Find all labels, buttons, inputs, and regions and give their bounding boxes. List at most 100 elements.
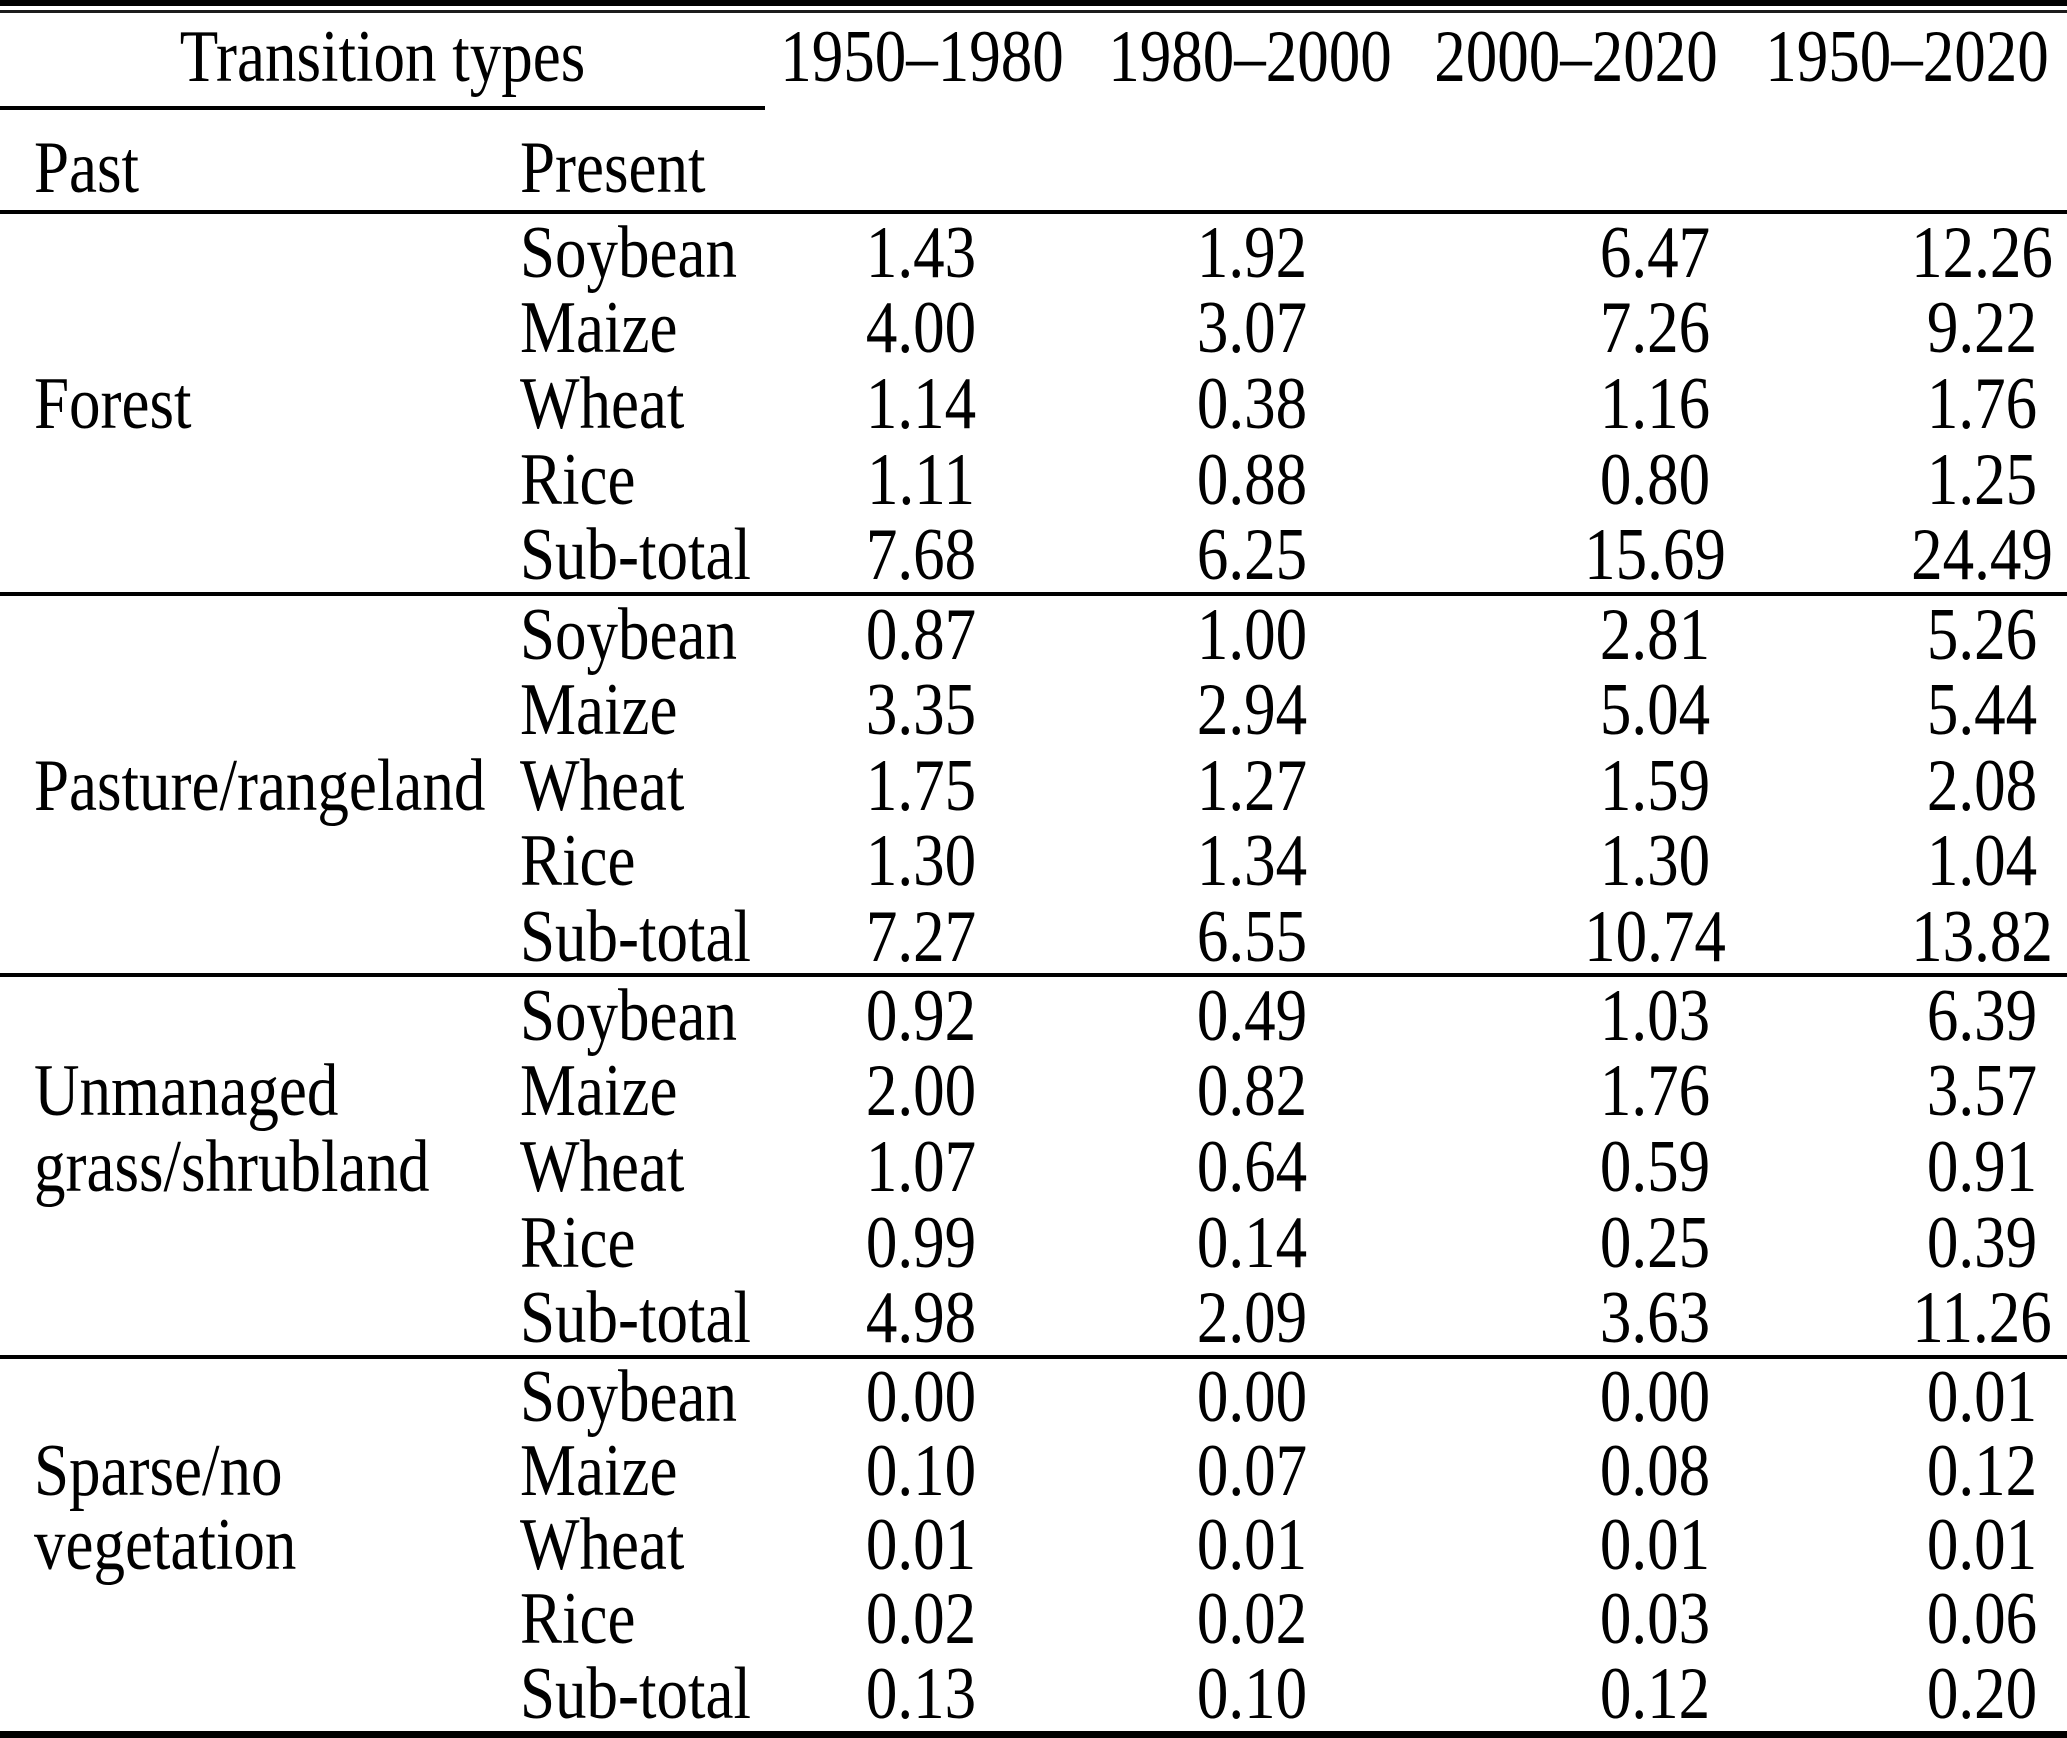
header-period-2000-2020: 2000–2020: [1434, 14, 1718, 98]
present-cell: Soybean: [520, 1354, 737, 1438]
value-cell: 0.06: [1926, 1576, 2038, 1660]
table-row: Soybean 0.00 0.00 0.00 0.01: [0, 1355, 2067, 1438]
present-cell: Soybean: [520, 592, 737, 676]
value-cell: 2.08: [1926, 743, 2038, 827]
value-cell: 24.49: [1911, 512, 2053, 596]
value-cell: 0.88: [1196, 437, 1308, 521]
table-row: Maize 4.00 3.07 7.26 9.22: [0, 286, 2067, 369]
value-cell: 1.03: [1599, 973, 1711, 1057]
table-row: Wheat 1.75 1.27 1.59 2.08: [0, 744, 2067, 827]
value-cell: 6.55: [1196, 894, 1308, 978]
value-cell: 2.09: [1196, 1275, 1308, 1359]
value-cell: 5.44: [1926, 667, 2038, 751]
value-cell: 6.47: [1599, 210, 1711, 294]
past-group-label: Sparse/no: [34, 1428, 283, 1512]
value-cell: 0.25: [1599, 1200, 1711, 1284]
value-cell: 7.27: [865, 894, 977, 978]
value-cell: 1.43: [865, 210, 977, 294]
present-cell: Rice: [520, 437, 636, 521]
value-cell: 1.34: [1196, 818, 1308, 902]
value-cell: 15.69: [1584, 512, 1726, 596]
present-cell: Wheat: [520, 1124, 685, 1208]
value-cell: 0.01: [1599, 1502, 1711, 1586]
value-cell: 0.10: [1196, 1651, 1308, 1735]
present-cell: Sub-total: [520, 512, 751, 596]
value-cell: 2.94: [1196, 667, 1308, 751]
table-row: Maize 2.00 0.82 1.76 3.57: [0, 1049, 2067, 1132]
value-cell: 0.08: [1599, 1428, 1711, 1512]
value-cell: 0.49: [1196, 973, 1308, 1057]
past-group-label: Forest: [34, 361, 192, 445]
value-cell: 0.12: [1599, 1651, 1711, 1735]
present-cell: Rice: [520, 1576, 636, 1660]
value-cell: 0.07: [1196, 1428, 1308, 1512]
value-cell: 0.92: [865, 973, 977, 1057]
value-cell: 0.01: [1926, 1502, 2038, 1586]
present-cell: Maize: [520, 667, 678, 751]
value-cell: 1.27: [1196, 743, 1308, 827]
value-cell: 1.00: [1196, 592, 1308, 676]
value-cell: 0.00: [865, 1354, 977, 1438]
group-separator: [0, 1355, 2067, 1359]
value-cell: 5.26: [1926, 592, 2038, 676]
value-cell: 0.59: [1599, 1124, 1711, 1208]
table-row: Wheat 0.01 0.01 0.01 0.01: [0, 1503, 2067, 1586]
table-row: Soybean 0.87 1.00 2.81 5.26: [0, 593, 2067, 676]
present-cell: Rice: [520, 1200, 636, 1284]
present-cell: Wheat: [520, 361, 685, 445]
value-cell: 0.02: [865, 1576, 977, 1660]
value-cell: 0.00: [1196, 1354, 1308, 1438]
value-cell: 0.01: [1196, 1502, 1308, 1586]
present-cell: Maize: [520, 1048, 678, 1132]
value-cell: 0.39: [1926, 1200, 2038, 1284]
header-period-1980-2000: 1980–2000: [1108, 14, 1392, 98]
value-cell: 1.76: [1926, 361, 2038, 445]
value-cell: 1.30: [1599, 818, 1711, 902]
table-rule-top-thick: [0, 0, 2067, 6]
value-cell: 3.07: [1196, 285, 1308, 369]
value-cell: 12.26: [1911, 210, 2053, 294]
value-cell: 6.39: [1926, 973, 2038, 1057]
present-cell: Maize: [520, 1428, 678, 1512]
value-cell: 4.00: [865, 285, 977, 369]
table-row: Sub-total 0.13 0.10 0.12 0.20: [0, 1652, 2067, 1735]
past-group-label: vegetation: [34, 1502, 297, 1586]
value-cell: 6.25: [1196, 512, 1308, 596]
value-cell: 1.07: [865, 1124, 977, 1208]
value-cell: 0.12: [1926, 1428, 2038, 1512]
value-cell: 1.25: [1926, 437, 2038, 521]
value-cell: 1.16: [1599, 361, 1711, 445]
value-cell: 2.81: [1599, 592, 1711, 676]
header-transition-types: Transition types: [179, 14, 586, 98]
present-cell: Sub-total: [520, 1651, 751, 1735]
table-row: Wheat 1.14 0.38 1.16 1.76: [0, 362, 2067, 445]
header-present: Present: [520, 125, 706, 209]
table-row: Maize 0.10 0.07 0.08 0.12: [0, 1429, 2067, 1512]
value-cell: 1.11: [867, 437, 975, 521]
value-cell: 5.04: [1599, 667, 1711, 751]
table-row: Sub-total 7.27 6.55 10.74 13.82: [0, 895, 2067, 978]
value-cell: 0.10: [865, 1428, 977, 1512]
value-cell: 3.63: [1599, 1275, 1711, 1359]
table-row: Soybean 1.43 1.92 6.47 12.26: [0, 211, 2067, 294]
transition-types-underline: [0, 106, 765, 110]
value-cell: 1.30: [865, 818, 977, 902]
table-row: Rice 1.11 0.88 0.80 1.25: [0, 438, 2067, 521]
present-cell: Wheat: [520, 1502, 685, 1586]
table-row: Maize 3.35 2.94 5.04 5.44: [0, 668, 2067, 751]
table-row: Soybean 0.92 0.49 1.03 6.39: [0, 974, 2067, 1057]
value-cell: 0.01: [865, 1502, 977, 1586]
value-cell: 0.87: [865, 592, 977, 676]
header-past: Past: [34, 125, 140, 209]
value-cell: 1.04: [1926, 818, 2038, 902]
present-cell: Maize: [520, 285, 678, 369]
present-cell: Sub-total: [520, 1275, 751, 1359]
value-cell: 0.14: [1196, 1200, 1308, 1284]
value-cell: 1.76: [1599, 1048, 1711, 1132]
past-group-label: Unmanaged: [34, 1048, 339, 1132]
table-row: Wheat 1.07 0.64 0.59 0.91: [0, 1125, 2067, 1208]
value-cell: 0.00: [1599, 1354, 1711, 1438]
value-cell: 0.20: [1926, 1651, 2038, 1735]
past-group-label: grass/shrubland: [34, 1124, 430, 1208]
